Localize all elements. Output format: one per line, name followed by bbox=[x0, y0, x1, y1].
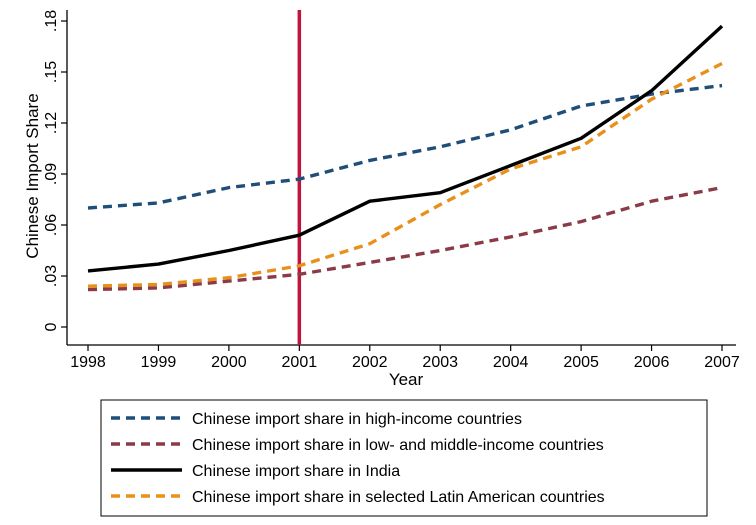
series-line-4 bbox=[87, 61, 723, 288]
x-tick-label: 2004 bbox=[493, 354, 529, 371]
x-tick-label: 2000 bbox=[211, 354, 247, 371]
series-line-1 bbox=[87, 83, 723, 210]
x-tick-label: 2005 bbox=[563, 354, 599, 371]
legend-label-3: Chinese import share in India bbox=[192, 463, 400, 480]
legend-label-4: Chinese import share in selected Latin A… bbox=[192, 489, 605, 506]
y-tick-label: .18 bbox=[43, 10, 60, 32]
x-tick-label: 1998 bbox=[70, 354, 106, 371]
series-line-2 bbox=[87, 185, 723, 292]
y-tick-label: .12 bbox=[43, 112, 60, 134]
y-tick-label: .09 bbox=[43, 163, 60, 185]
legend-label-1: Chinese import share in high-income coun… bbox=[192, 411, 522, 428]
x-tick-label: 2001 bbox=[282, 354, 318, 371]
plot-area: 0 .03 .06 .09 .12 .15 .18 1998 1999 2000 2001 2002 2… bbox=[43, 10, 740, 371]
x-tick-label: 2002 bbox=[352, 354, 388, 371]
legend: Chinese import share in high-income coun… bbox=[100, 399, 708, 517]
x-axis-label: Year bbox=[389, 370, 424, 389]
y-tick-label: .06 bbox=[43, 214, 60, 236]
x-tick-label: 1999 bbox=[141, 354, 177, 371]
x-tick-label: 2007 bbox=[704, 354, 740, 371]
y-axis-label: Chinese Import Share bbox=[23, 93, 42, 258]
y-tick-label: .15 bbox=[43, 61, 60, 83]
y-tick-label: .03 bbox=[43, 265, 60, 287]
series-line-3 bbox=[87, 24, 724, 273]
x-tick-label: 2006 bbox=[634, 354, 670, 371]
legend-label-2: Chinese import share in low- and middle-… bbox=[192, 437, 604, 454]
legend-box bbox=[100, 399, 708, 517]
y-tick-label: 0 bbox=[43, 322, 60, 331]
x-tick-label: 2003 bbox=[422, 354, 458, 371]
